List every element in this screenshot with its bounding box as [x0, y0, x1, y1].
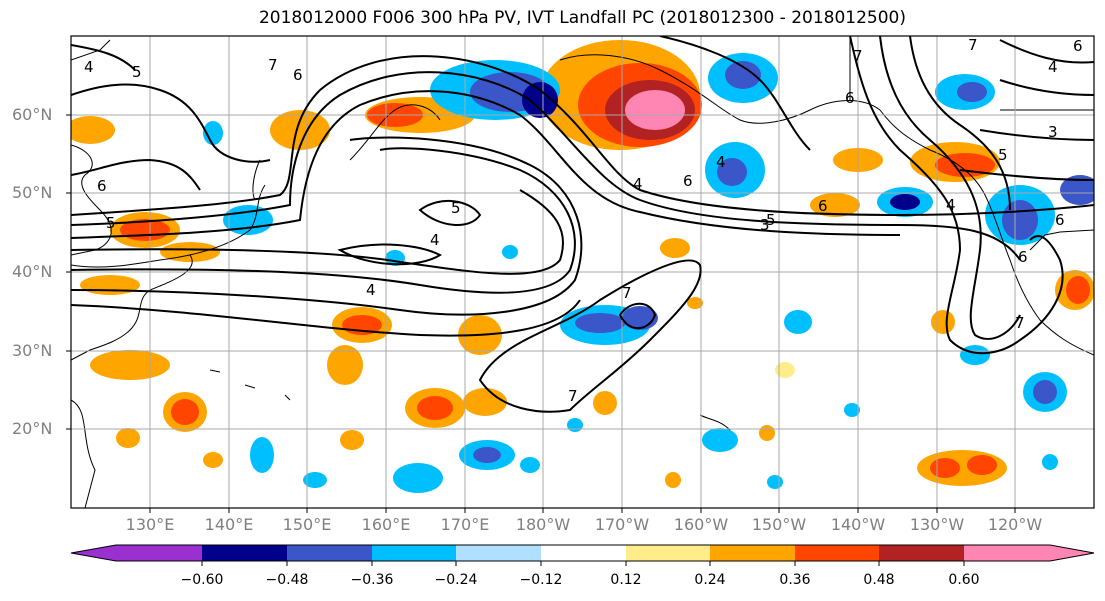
- contour-label: 4: [633, 175, 643, 193]
- contour-label: 6: [845, 89, 855, 107]
- colorbar-segment: [456, 545, 541, 561]
- lat-label: 20°N: [12, 419, 53, 438]
- lon-label: 130°W: [909, 515, 965, 534]
- contour-labels: 4 5 6 7 6 5 4 7 7 6 6 5 4 3 6 5 4 4 4 6 …: [84, 36, 1083, 405]
- contour-label: 4: [366, 281, 376, 299]
- lon-label: 140°E: [204, 515, 254, 534]
- colorbar-segment: [710, 545, 795, 561]
- colorbar-segment: [626, 545, 710, 561]
- colorbar-segment: [372, 545, 456, 561]
- contour-label: 5: [106, 214, 116, 232]
- colorbar: [70, 544, 1095, 566]
- contour-label: 3: [760, 216, 770, 234]
- lon-label: 150°W: [751, 515, 807, 534]
- contour-label: 4: [946, 196, 956, 214]
- colorbar-tick-label: −0.12: [519, 572, 563, 588]
- colorbar-segment: [71, 545, 116, 561]
- contour-label: 6: [818, 197, 828, 215]
- lat-label: 60°N: [12, 105, 53, 124]
- lon-label: 170°W: [594, 515, 650, 534]
- lon-label: 160°E: [361, 515, 411, 534]
- colorbar-tick-label: −0.48: [265, 572, 309, 588]
- contour-label: 4: [84, 58, 94, 76]
- colorbar-segment: [879, 545, 964, 561]
- contour-label: 6: [1055, 211, 1065, 229]
- contour-label: 6: [293, 66, 303, 84]
- colorbar-segment: [964, 545, 1050, 561]
- contour-label: 5: [766, 211, 776, 229]
- colorbar-tick-label: 0.12: [610, 572, 642, 588]
- colorbar-tick-label: −0.60: [180, 572, 224, 588]
- lon-label: 120°W: [987, 515, 1043, 534]
- colorbar-tick-label: 0.24: [694, 572, 726, 588]
- contour-label: 7: [853, 47, 863, 65]
- contour-label: 7: [1015, 314, 1025, 332]
- negative-anomaly-blobs: [203, 53, 1094, 493]
- lon-label: 140°W: [830, 515, 886, 534]
- contour-label: 4: [1048, 58, 1058, 76]
- lat-label: 30°N: [12, 341, 53, 360]
- colorbar-segment: [541, 545, 626, 561]
- colorbar-tick-label: −0.24: [434, 572, 478, 588]
- contour-label: 3: [1048, 123, 1058, 141]
- ivt-contours: [71, 36, 1094, 413]
- lon-label: 180°W: [515, 515, 571, 534]
- contour-label: 7: [968, 36, 978, 54]
- contour-label: 7: [568, 387, 578, 405]
- lon-label: 130°E: [125, 515, 175, 534]
- colorbar-tick-label: −0.36: [350, 572, 394, 588]
- lon-label: 150°E: [282, 515, 332, 534]
- contour-label: 6: [1073, 37, 1083, 55]
- lon-label: 160°W: [673, 515, 729, 534]
- colorbar-segment: [116, 545, 202, 561]
- contour-label: 6: [97, 177, 107, 195]
- colorbar-segment: [202, 545, 287, 561]
- lat-label: 50°N: [12, 183, 53, 202]
- contour-label: 4: [430, 231, 440, 249]
- colorbar-tick-label: 0.36: [779, 572, 811, 588]
- lat-label: 40°N: [12, 262, 53, 281]
- contour-label: 6: [1018, 248, 1028, 266]
- coastlines: [71, 36, 1094, 508]
- colorbar-segment: [287, 545, 372, 561]
- contour-label: 7: [268, 56, 278, 74]
- contour-label: 5: [451, 199, 461, 217]
- lon-label: 170°E: [440, 515, 490, 534]
- contour-label: 4: [716, 153, 726, 171]
- shaded-pv-field: 4 5 6 7 6 5 4 7 7 6 6 5 4 3 6 5 4 4 4 6 …: [71, 36, 1094, 508]
- positive-anomaly-blobs: [71, 40, 1094, 488]
- contour-label: 5: [998, 146, 1008, 164]
- graticule: [71, 36, 1094, 508]
- map-title: 2018012000 F006 300 hPa PV, IVT Landfall…: [258, 8, 906, 28]
- colorbar-segment: [795, 545, 879, 561]
- colorbar-tick-label: 0.60: [948, 572, 980, 588]
- colorbar-segment: [1050, 545, 1094, 561]
- tick-marks: [66, 114, 1016, 513]
- contour-label: 6: [683, 172, 693, 190]
- contour-label: 5: [132, 63, 142, 81]
- contour-label: 7: [622, 284, 632, 302]
- colorbar-tick-label: 0.48: [863, 572, 895, 588]
